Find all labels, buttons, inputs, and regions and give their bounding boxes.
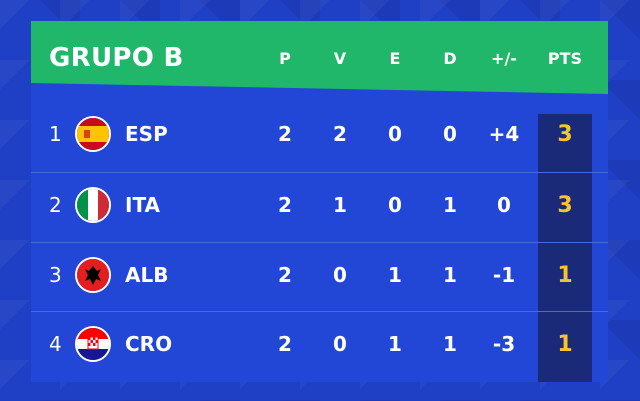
played-value: 2 — [278, 332, 292, 356]
lost-value: 1 — [443, 193, 457, 217]
table-header — [31, 21, 608, 94]
team-name: CRO — [125, 332, 173, 356]
won-value: 1 — [333, 193, 347, 217]
table-row: 1 ESP 2 2 0 0 +4 3 — [31, 102, 608, 169]
goal-difference-value: -3 — [492, 332, 516, 356]
position: 1 — [49, 122, 62, 146]
column-header-drawn: E — [389, 49, 401, 68]
column-header-points: PTS — [547, 49, 583, 68]
goal-difference-value: -1 — [492, 263, 516, 287]
position: 4 — [49, 332, 62, 356]
points-value: 1 — [557, 263, 573, 288]
row-divider — [31, 311, 608, 312]
lost-value: 1 — [443, 332, 457, 356]
drawn-value: 1 — [388, 263, 402, 287]
won-value: 2 — [333, 122, 347, 146]
points-value: 1 — [557, 332, 573, 357]
spain-flag-icon — [75, 116, 111, 152]
croatia-flag-icon — [75, 326, 111, 362]
lost-value: 0 — [443, 122, 457, 146]
played-value: 2 — [278, 122, 292, 146]
position: 2 — [49, 193, 62, 217]
table-row: 3 ALB 2 0 1 1 -1 1 — [31, 243, 608, 310]
column-header-won: V — [333, 49, 347, 68]
played-value: 2 — [278, 263, 292, 287]
italy-flag-icon — [75, 187, 111, 223]
points-column-highlight — [538, 114, 592, 382]
drawn-value: 0 — [388, 122, 402, 146]
column-header-played: P — [279, 49, 291, 68]
drawn-value: 0 — [388, 193, 402, 217]
played-value: 2 — [278, 193, 292, 217]
standings-table: GRUPO B P V E D +/- PTS 1 ESP 2 2 0 0 +4… — [31, 21, 608, 382]
column-header-goal-difference: +/- — [491, 49, 517, 68]
albania-flag-icon — [75, 257, 111, 293]
table-row: 2 ITA 2 1 0 1 0 3 — [31, 173, 608, 240]
row-divider — [31, 242, 608, 243]
goal-difference-value: +4 — [488, 122, 520, 146]
points-value: 3 — [557, 193, 573, 218]
won-value: 0 — [333, 332, 347, 356]
team-name: ALB — [125, 263, 169, 287]
lost-value: 1 — [443, 263, 457, 287]
team-name: ITA — [125, 193, 161, 217]
table-row: 4 CRO 2 0 1 1 -3 1 — [31, 312, 608, 379]
drawn-value: 1 — [388, 332, 402, 356]
won-value: 0 — [333, 263, 347, 287]
group-title: GRUPO B — [49, 43, 184, 73]
team-name: ESP — [125, 122, 168, 146]
points-value: 3 — [557, 122, 573, 147]
column-header-lost: D — [443, 49, 457, 68]
position: 3 — [49, 263, 62, 287]
row-divider — [31, 172, 608, 173]
goal-difference-value: 0 — [497, 193, 511, 217]
